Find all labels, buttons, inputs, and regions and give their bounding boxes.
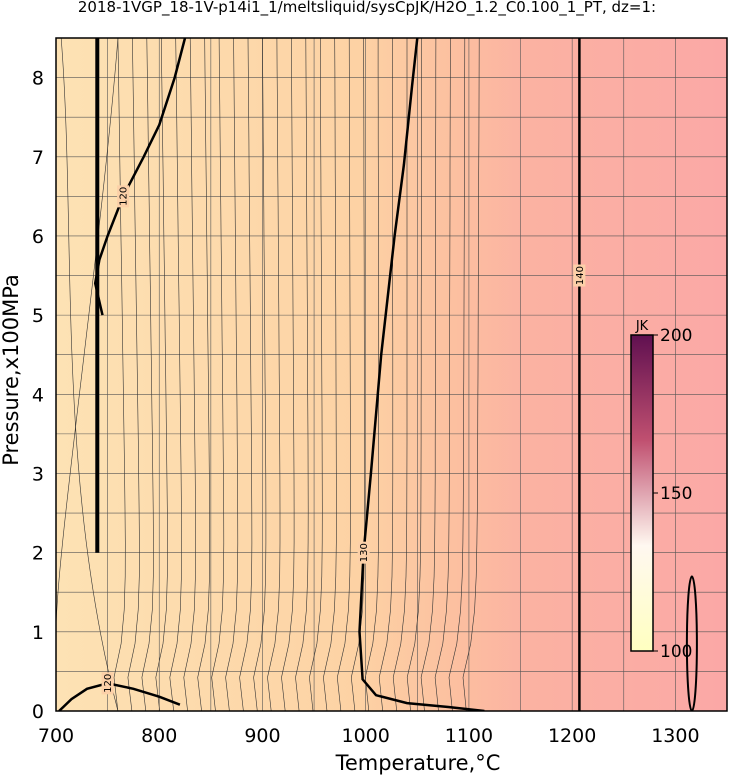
minor-contour (211, 38, 225, 711)
contour-label-bg (573, 264, 586, 287)
minor-contour (239, 38, 253, 711)
minor-contour (155, 38, 168, 711)
minor-contour (295, 38, 309, 711)
minor-contour (350, 38, 365, 711)
minor-contour (434, 38, 451, 711)
x-tick-label: 1100 (445, 725, 493, 747)
minor-contour (60, 38, 119, 711)
minor-contour (141, 38, 154, 711)
colorbar-label: JK (635, 319, 649, 334)
y-tick-label: 7 (32, 147, 44, 169)
minor-contour (420, 38, 437, 711)
x-tick-label: 1000 (342, 725, 390, 747)
x-tick-label: 1300 (651, 725, 699, 747)
contour-label: 140 (575, 266, 586, 285)
minor-contour (378, 38, 394, 711)
colorbar-tick-label: 100 (660, 642, 692, 662)
minor-contour (267, 38, 281, 711)
y-tick-label: 8 (32, 68, 44, 90)
minor-contour (309, 38, 323, 711)
minor-contour (183, 38, 196, 711)
minor-contour (448, 38, 466, 711)
y-tick-label: 3 (32, 463, 44, 485)
thick-contour (685, 575, 698, 711)
y-axis-label: Pressure,x100MPa (0, 274, 23, 466)
y-tick-label: 5 (32, 305, 44, 327)
contour-label: 130 (359, 543, 370, 562)
plot-frame (55, 37, 728, 712)
minor-contour (253, 38, 267, 711)
plot-background (56, 38, 727, 711)
y-tick-label: 6 (32, 226, 44, 248)
plot-area: 130 140 120 120 (56, 38, 727, 711)
x-axis-label: Temperature,°C (335, 751, 501, 775)
minor-contour (127, 38, 140, 711)
minor-contour (336, 38, 351, 711)
minor-contour (197, 38, 210, 711)
chart-title: 2018-1VGP_18-1V-p14i1_1/meltsliquid/sysC… (78, 0, 656, 17)
minor-contour (323, 38, 337, 711)
x-tick-label: 1200 (548, 725, 596, 747)
y-tick-label: 4 (32, 384, 44, 406)
y-tick-label: 0 (32, 701, 44, 723)
contour-label-bg (101, 672, 114, 695)
minor-contour (56, 38, 119, 632)
x-tick-label: 900 (244, 725, 280, 747)
minor-contour (113, 38, 126, 711)
x-tick-label: 800 (141, 725, 177, 747)
minor-contour (406, 38, 422, 711)
x-tick-label: 700 (38, 725, 74, 747)
colorbar-tick-label: 150 (660, 484, 692, 504)
minor-contour (169, 38, 182, 711)
minor-contour (462, 38, 480, 711)
contour-label: 120 (103, 674, 114, 693)
minor-contour (225, 38, 239, 711)
contour-label: 120 (119, 187, 130, 206)
y-tick-label: 1 (32, 622, 44, 644)
colorbar (630, 334, 654, 652)
contour-label-bg (357, 541, 370, 564)
minor-contour (392, 38, 408, 711)
y-tick-label: 2 (32, 543, 44, 565)
colorbar-tick-label: 200 (660, 326, 692, 346)
minor-contour (281, 38, 295, 711)
contour-label-bg (117, 185, 130, 208)
